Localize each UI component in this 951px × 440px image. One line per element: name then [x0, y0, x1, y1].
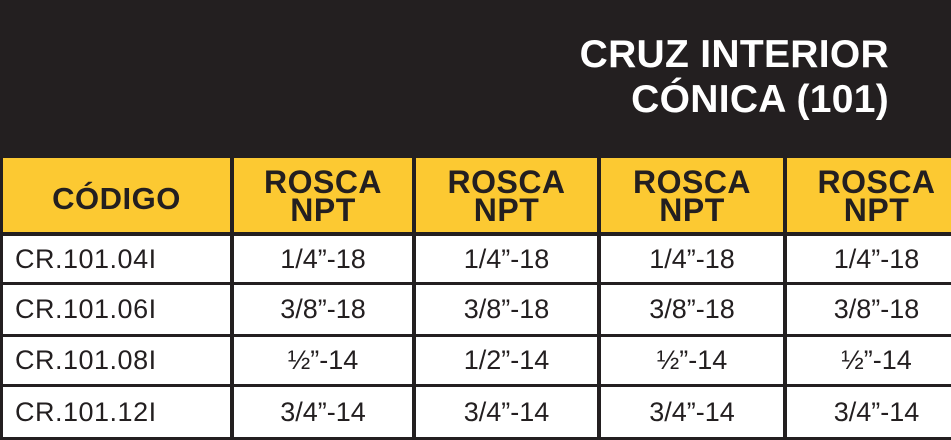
product-title-line-1: CRUZ INTERIOR [579, 33, 889, 76]
product-title: CRUZ INTERIOR CÓNICA (101) [580, 32, 889, 122]
header-line-1: ROSCA [263, 164, 383, 200]
cell-thread: 3/4”-14 [234, 387, 412, 437]
header-codigo: CÓDIGO [3, 158, 230, 236]
column-divider-tick [226, 130, 230, 158]
header-line-1: ROSCA [447, 164, 566, 200]
cell-thread: 3/8”-18 [601, 285, 783, 337]
cell-thread: 1/2”-14 [416, 337, 597, 387]
cell-thread: 3/4”-14 [787, 387, 951, 437]
cell-thread: 3/8”-18 [416, 285, 597, 337]
cell-thread: ½”-14 [787, 337, 951, 387]
header-line-1: ROSCA [817, 164, 936, 200]
cell-thread: ½”-14 [234, 337, 412, 387]
header-rosca-npt: ROSCA NPT [787, 158, 951, 236]
product-title-line-2: CÓNICA (101) [631, 78, 889, 121]
header-line-2: NPT [659, 192, 725, 228]
column-divider-tick [404, 130, 408, 158]
header-line-2: NPT [473, 192, 540, 228]
column-divider-tick [767, 130, 771, 158]
cell-thread: 3/4”-14 [601, 387, 783, 437]
cell-thread: 1/4”-18 [416, 236, 597, 285]
header-line-2: NPT [290, 192, 356, 228]
column-divider-tick [585, 130, 589, 158]
header-codigo-label: CÓDIGO [52, 181, 181, 216]
header-rosca-npt: ROSCA NPT [601, 158, 783, 236]
cell-thread: 1/4”-18 [234, 236, 412, 285]
header-line-1: ROSCA [632, 164, 752, 200]
spec-table: CÓDIGO ROSCA NPT ROSCA NPT ROSCA NPT ROS… [3, 158, 951, 437]
cell-thread: ½”-14 [601, 337, 783, 387]
cell-thread: 3/4”-14 [416, 387, 597, 437]
cell-thread: 3/8”-18 [787, 285, 951, 337]
cell-code: CR.101.08I [3, 337, 230, 387]
cell-thread: 1/4”-18 [787, 236, 951, 285]
cell-code: CR.101.06I [3, 285, 230, 337]
header-rosca-npt: ROSCA NPT [234, 158, 412, 236]
header-line-2: NPT [843, 192, 910, 228]
cell-code: CR.101.12I [3, 387, 230, 437]
cell-code: CR.101.04I [3, 236, 230, 285]
cell-thread: 1/4”-18 [601, 236, 783, 285]
cell-thread: 3/8”-18 [234, 285, 412, 337]
header-rosca-npt: ROSCA NPT [416, 158, 597, 236]
